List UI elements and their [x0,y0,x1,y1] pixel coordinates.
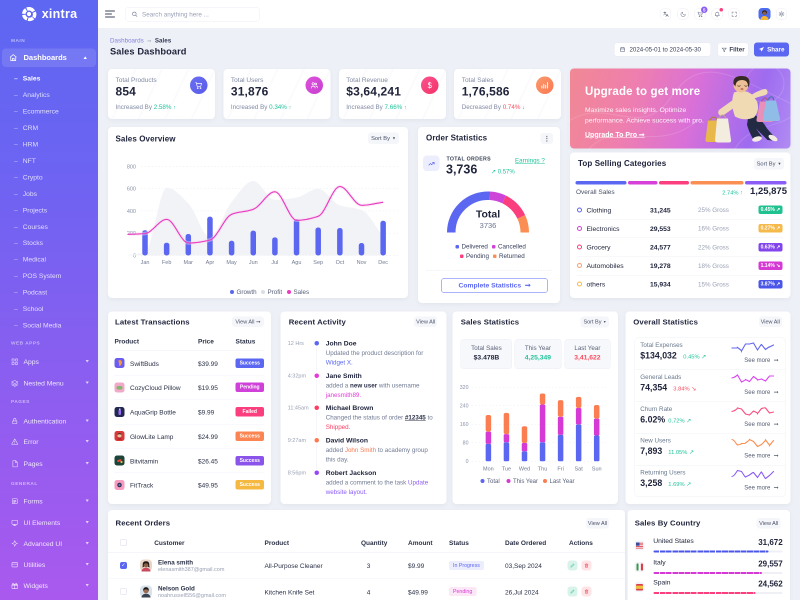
svg-text:Sun: Sun [592,467,602,473]
svg-text:Agu: Agu [292,260,302,266]
svg-text:Sep: Sep [313,260,323,266]
svg-text:80: 80 [463,440,469,446]
svg-text:Dec: Dec [378,260,388,266]
svg-text:Feb: Feb [162,260,171,266]
svg-text:Last Year: Last Year [550,479,575,485]
svg-text:Tue: Tue [502,467,511,473]
svg-text:Jun: Jun [249,260,258,266]
svg-text:Sales: Sales [294,289,310,296]
svg-text:Apr: Apr [206,260,215,266]
svg-text:160: 160 [460,422,469,428]
svg-text:Wed: Wed [519,467,530,473]
svg-text:Total: Total [487,479,500,485]
svg-text:Profit: Profit [268,289,283,296]
svg-text:Mon: Mon [483,467,494,473]
svg-text:240: 240 [460,403,469,409]
svg-text:Oct: Oct [336,260,345,266]
svg-text:600: 600 [127,187,136,193]
svg-text:320: 320 [460,385,469,391]
svg-text:Jan: Jan [141,260,150,266]
svg-text:Sat: Sat [575,467,584,473]
svg-text:0: 0 [466,459,469,465]
svg-text:Jul: Jul [271,260,278,266]
svg-text:Nov: Nov [357,260,367,266]
svg-text:Growth: Growth [237,289,258,296]
svg-text:400: 400 [127,209,136,215]
svg-text:Mar: Mar [184,260,194,266]
svg-text:May: May [226,260,237,266]
svg-text:0: 0 [133,254,136,260]
svg-text:This Year: This Year [513,479,538,485]
svg-text:800: 800 [127,164,136,170]
svg-text:Thu: Thu [538,467,547,473]
svg-text:Fri: Fri [558,467,564,473]
